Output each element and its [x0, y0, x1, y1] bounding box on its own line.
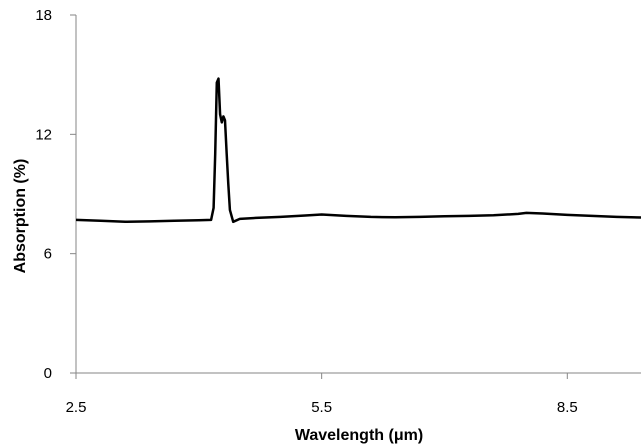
y-tick-label: 6 — [44, 246, 52, 263]
y-tick-label: 18 — [35, 7, 52, 24]
x-tick-label: 5.5 — [311, 399, 332, 416]
x-tick-label: 2.5 — [66, 399, 87, 416]
y-tick-label: 12 — [35, 126, 52, 143]
x-tick-label: 8.5 — [557, 399, 578, 416]
series-layer — [75, 77, 641, 224]
x-axis-title: Wavelength (μm) — [295, 427, 423, 444]
y-tick-label: 0 — [44, 365, 52, 382]
axes — [75, 15, 641, 374]
series-line — [75, 77, 641, 224]
ticks: 0 6 12 18 2.5 5.5 8.5 — [35, 7, 577, 416]
y-axis-title: Absorption (%) — [12, 159, 29, 274]
